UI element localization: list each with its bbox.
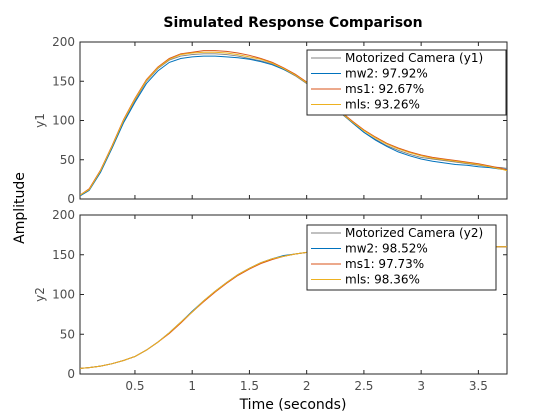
x-tick-label: 3.5 [469,379,488,393]
x-tick-label: 1.5 [240,379,259,393]
bottom-panel-y2: 0.5 1 1.5 2 2.5 3 3.5 0 50 100 150 200 y2 Motorized C… [33,208,508,393]
legend-entry-mw2: mw2: 98.52% [345,242,428,256]
x-tick-label: 3 [417,379,425,393]
y-axis-label: Amplitude [12,172,28,244]
y-tick-label: 100 [52,114,75,128]
y-tick-label: 50 [60,327,75,341]
y-tick-label: 50 [60,153,75,167]
chart-title: Simulated Response Comparison [163,15,422,31]
x-tick-label: 1 [188,379,196,393]
x-axis-label: Time (seconds) [239,397,347,413]
series-lines [80,50,507,197]
panel-y-label: y1 [33,113,47,128]
legend-entry-ms1: ms1: 92.67% [345,82,424,96]
series-line-mls [80,51,507,196]
legend-entry-ms1: ms1: 97.73% [345,257,424,271]
x-tick-label: 0.5 [125,379,144,393]
legend-entry-measured: Motorized Camera (y2) [345,226,483,240]
top-panel-y1: 0 50 100 150 200 y1 Motorized Camera (y1) mw2: … [33,35,508,206]
legend: Motorized Camera (y1) mw2: 97.92%ms1: 92.… [306,49,507,116]
y-tick-label: 100 [52,288,75,302]
y-tick-label: 0 [67,192,75,206]
y-tick-label: 200 [52,208,75,222]
legend-entry-mw2: mw2: 97.92% [345,67,428,81]
legend-entry-mls: mls: 93.26% [345,98,420,112]
panel-y-label: y2 [33,287,47,302]
y-tick-label: 0 [67,367,75,381]
legend: Motorized Camera (y2) mw2: 98.52%ms1: 97.… [306,224,497,291]
y-tick-label: 150 [52,74,75,88]
y-tick-label: 150 [52,248,75,262]
legend-entry-mls: mls: 98.36% [345,273,420,287]
series-line-measured [80,53,507,196]
x-tick-label: 2 [303,379,311,393]
y-tick-label: 200 [52,35,75,49]
series-line-ms1 [80,50,507,196]
x-tick-label: 2.5 [354,379,373,393]
legend-entry-measured: Motorized Camera (y1) [345,51,483,65]
